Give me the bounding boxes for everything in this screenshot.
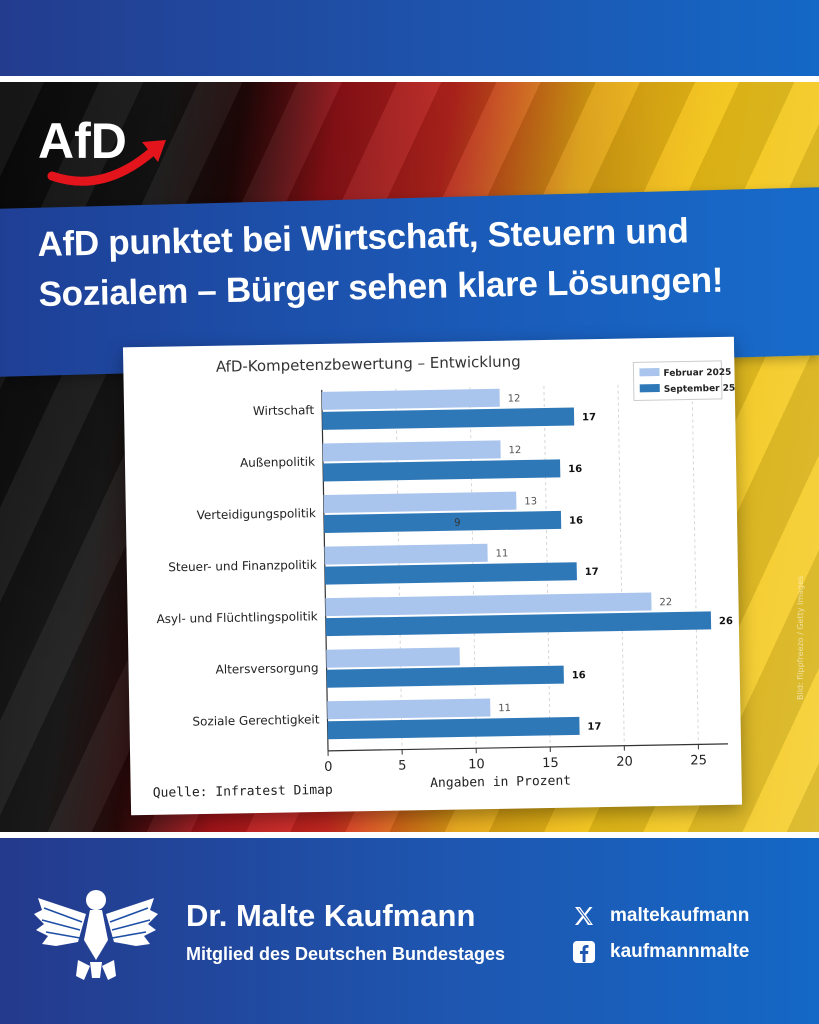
chart-legend: Februar 2025 September 25 bbox=[632, 360, 736, 401]
category-label: Soziale Gerechtigkeit bbox=[192, 712, 320, 728]
bar bbox=[323, 510, 562, 534]
category-label: Außenpolitik bbox=[240, 455, 315, 470]
bar bbox=[325, 592, 652, 617]
logo-text: AfD bbox=[38, 113, 127, 169]
data-label: 17 bbox=[587, 722, 601, 733]
category-label: Asyl- und Flüchtlingspolitik bbox=[156, 609, 317, 626]
bar bbox=[323, 491, 517, 514]
bundestag-eagle-icon bbox=[34, 890, 158, 980]
bar bbox=[326, 665, 564, 688]
data-label: 12 bbox=[508, 393, 521, 404]
data-label: 11 bbox=[498, 703, 511, 714]
legend-swatch bbox=[639, 368, 660, 377]
facebook-link[interactable]: kaufmannmalte bbox=[572, 940, 749, 964]
headline: AfD punktet bei Wirtschaft, Steuern und … bbox=[37, 204, 799, 320]
data-label: 12 bbox=[509, 445, 522, 456]
facebook-icon bbox=[572, 940, 596, 964]
bar bbox=[326, 647, 460, 668]
data-label: 13 bbox=[524, 496, 537, 507]
afd-logo: AfD bbox=[38, 113, 166, 186]
source-text: Quelle: Infratest Dimap bbox=[153, 783, 333, 801]
x-tick-label: 10 bbox=[468, 757, 485, 772]
bar bbox=[321, 388, 500, 410]
legend-swatch bbox=[639, 384, 660, 393]
category-label: Altersversorgung bbox=[215, 661, 318, 677]
bar bbox=[325, 611, 712, 637]
legend-label: Februar 2025 bbox=[663, 368, 731, 379]
category-label: Wirtschaft bbox=[253, 403, 315, 418]
category-label: Steuer- und Finanzpolitik bbox=[168, 558, 317, 575]
bar bbox=[324, 543, 488, 565]
bar bbox=[323, 459, 561, 482]
x-tick-label: 0 bbox=[324, 760, 333, 775]
divider-bottom bbox=[0, 832, 819, 838]
legend-label: September 25 bbox=[664, 384, 736, 395]
photo-credit: Bild: flippfreezo / Getty Images bbox=[796, 575, 805, 700]
x-tick-label: 25 bbox=[690, 753, 707, 768]
bar bbox=[322, 407, 575, 430]
x-tick-label: 15 bbox=[542, 756, 559, 771]
bar bbox=[327, 698, 491, 720]
top-band bbox=[0, 0, 819, 76]
x-logo-icon bbox=[572, 904, 596, 928]
gridline bbox=[617, 384, 625, 746]
x-axis-line bbox=[328, 743, 728, 752]
data-label: 16 bbox=[568, 464, 582, 475]
extra-annotation: 9 bbox=[454, 518, 461, 529]
chart-title: AfD-Kompetenzbewertung – Entwicklung bbox=[216, 352, 521, 375]
data-label: 26 bbox=[719, 616, 733, 627]
x-handle: maltekaufmann bbox=[610, 905, 750, 926]
x-tick-label: 20 bbox=[616, 755, 633, 770]
data-label: 11 bbox=[495, 548, 508, 559]
x-link[interactable]: maltekaufmann bbox=[572, 904, 749, 928]
chart: AfD-Kompetenzbewertung – Entwicklung 12 1… bbox=[153, 352, 736, 801]
bar bbox=[327, 716, 580, 740]
chart-card: AfD-Kompetenzbewertung – Entwicklung 12 1… bbox=[122, 336, 743, 816]
divider-top bbox=[0, 76, 819, 82]
data-label: 16 bbox=[569, 516, 583, 527]
data-label: 16 bbox=[572, 670, 586, 681]
bar bbox=[322, 440, 501, 462]
data-label: 17 bbox=[582, 412, 596, 423]
data-label: 22 bbox=[659, 597, 672, 608]
facebook-handle: kaufmannmalte bbox=[610, 941, 750, 962]
politician-name: Dr. Malte Kaufmann bbox=[186, 898, 476, 933]
x-tick-label: 5 bbox=[398, 758, 407, 773]
gridline bbox=[691, 383, 699, 745]
data-label: 17 bbox=[585, 567, 599, 578]
category-label: Verteidigungspolitik bbox=[197, 506, 317, 522]
x-axis-label: Angaben in Prozent bbox=[430, 774, 571, 791]
politician-role: Mitglied des Deutschen Bundestages bbox=[186, 944, 506, 964]
bar bbox=[324, 562, 577, 585]
